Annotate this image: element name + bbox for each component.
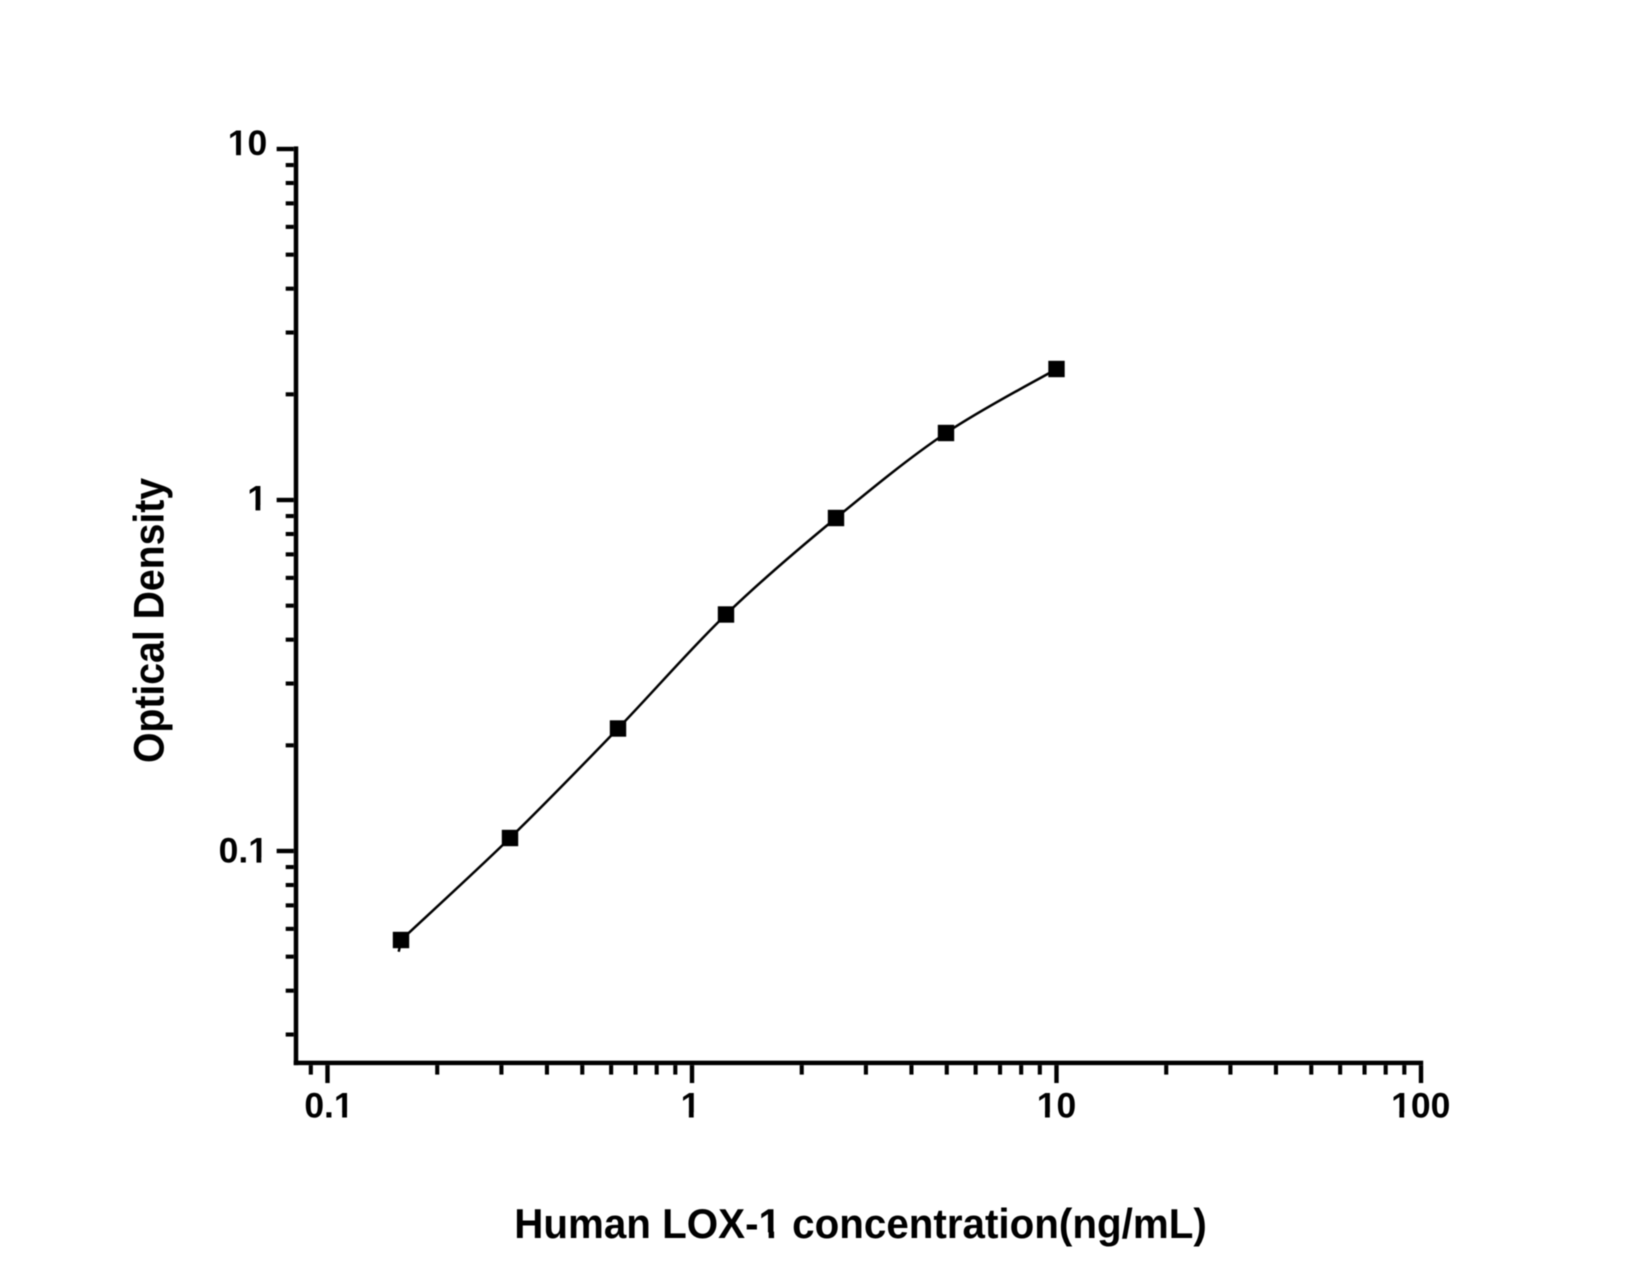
- svg-text:Optical Density: Optical Density: [125, 478, 173, 763]
- svg-text:Human LOX-1 concentration(ng/m: Human LOX-1 concentration(ng/mL): [514, 1200, 1207, 1247]
- svg-text:100: 100: [1391, 1086, 1450, 1126]
- svg-text:0.1: 0.1: [304, 1086, 353, 1126]
- svg-text:1: 1: [681, 1086, 701, 1126]
- svg-text:10: 10: [228, 123, 268, 163]
- svg-text:0.1: 0.1: [219, 831, 268, 871]
- svg-text:10: 10: [1037, 1086, 1077, 1126]
- svg-text:1: 1: [247, 478, 267, 518]
